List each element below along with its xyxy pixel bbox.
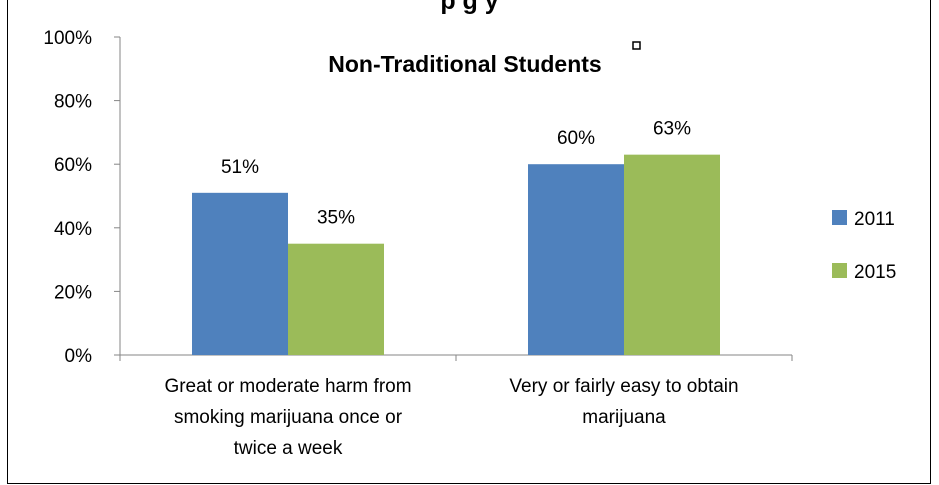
bar-2011-cat0: [192, 192, 288, 355]
y-tick-label: 60%: [54, 155, 92, 176]
y-tick-label: 20%: [54, 282, 92, 303]
chart-title: Non-Traditional Students: [328, 51, 601, 77]
data-label: 35%: [317, 208, 355, 229]
category-label-line: twice a week: [234, 438, 343, 459]
y-tick-label: 80%: [54, 92, 92, 113]
y-tick-label: 40%: [54, 219, 92, 240]
y-tick-label: 0%: [65, 346, 93, 367]
y-tick-label: 100%: [43, 28, 92, 49]
legend-label: 2011: [854, 209, 895, 230]
bar-2015-cat0: [288, 243, 384, 355]
plot-area: 0% 20% 40% 60% 80% 100% 51% 35% Great or moderat…: [43, 28, 896, 459]
legend-label: 2015: [854, 262, 896, 283]
chart-border: [7, 0, 931, 484]
data-label: 63%: [653, 119, 691, 140]
bar-2011-cat1: [528, 164, 624, 355]
category-label-line: marijuana: [582, 407, 666, 428]
category-label-line: Very or fairly easy to obtain: [509, 376, 738, 397]
data-label: 60%: [557, 128, 595, 149]
title-marker: [632, 41, 641, 50]
legend-swatch-2011: [832, 210, 847, 225]
data-label: 51%: [221, 157, 259, 178]
bar-2015-cat1: [624, 154, 720, 355]
clipped-chart-title: p g y: [440, 0, 499, 15]
category-label-line: Great or moderate harm from: [164, 376, 411, 397]
category-label-line: smoking marijuana once or: [174, 407, 403, 428]
legend-swatch-2015: [832, 263, 847, 278]
